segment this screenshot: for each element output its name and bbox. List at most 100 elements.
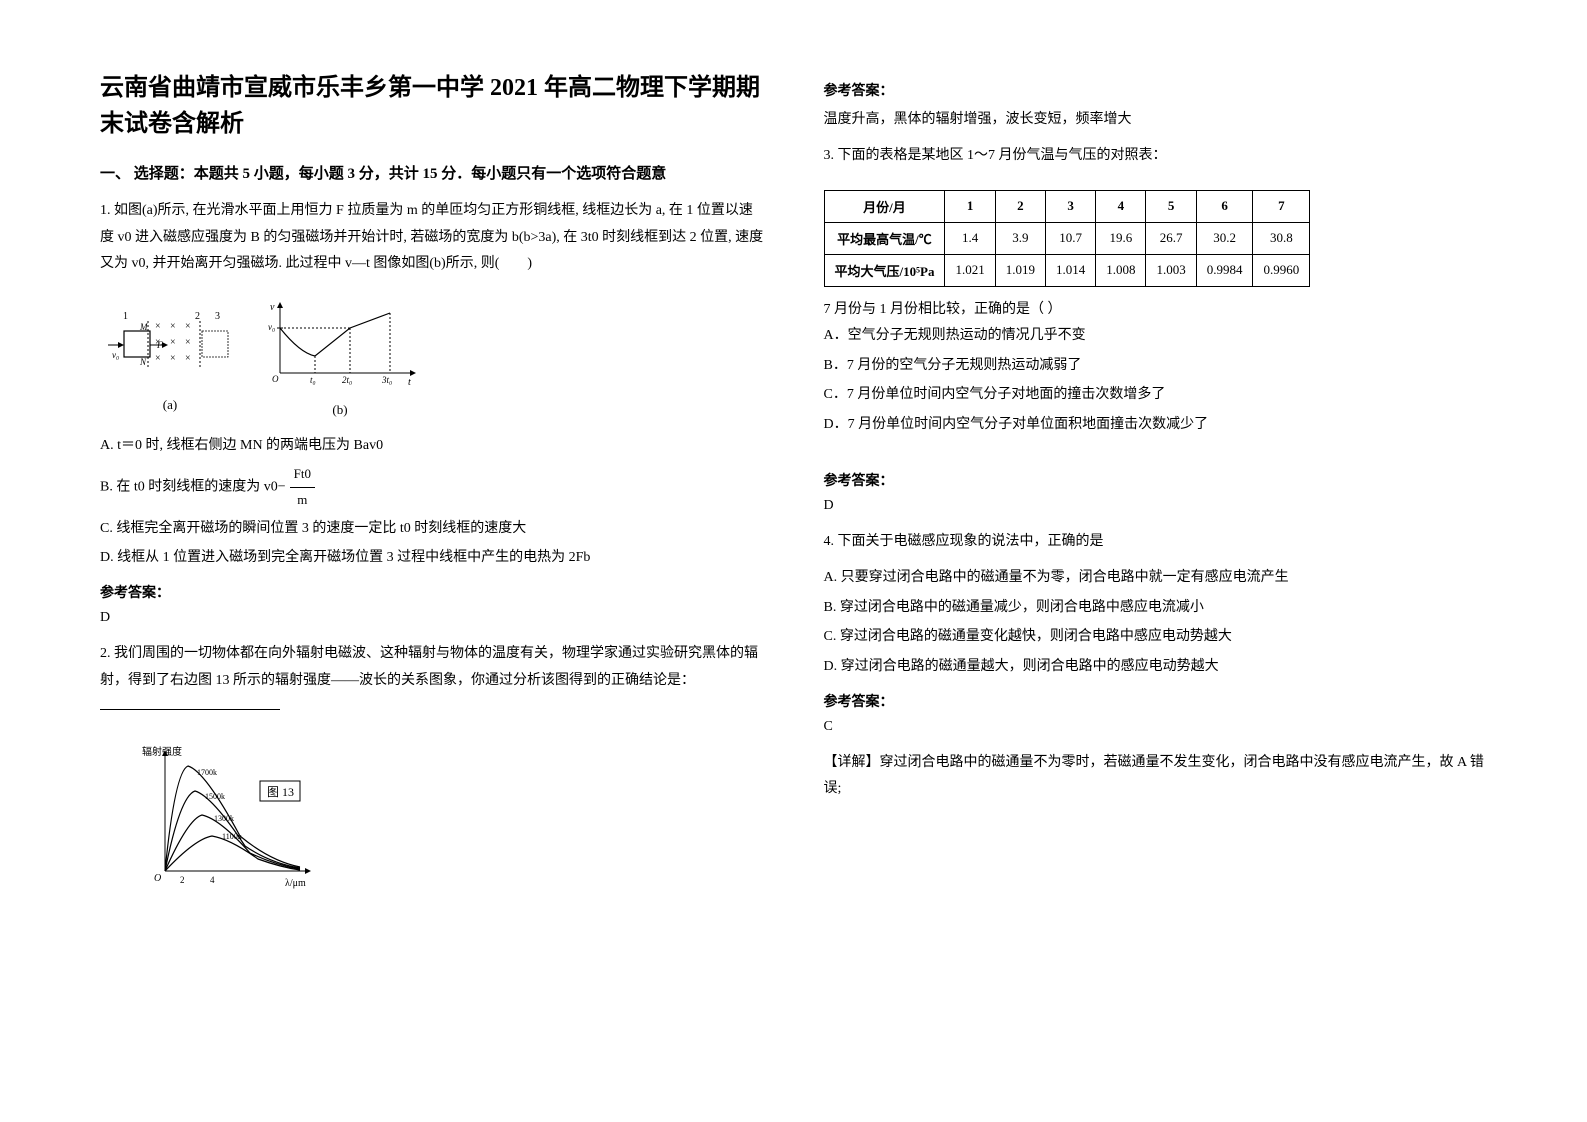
- svg-text:O: O: [154, 873, 161, 884]
- table-cell: 0.9984: [1196, 254, 1253, 286]
- svg-text:O: O: [272, 374, 279, 384]
- svg-text:M: M: [139, 322, 148, 332]
- svg-text:1300k: 1300k: [214, 814, 234, 823]
- table-header: 4: [1096, 190, 1146, 222]
- svg-text:v₀: v₀: [112, 350, 119, 360]
- table-row: 平均最高气温/℃ 1.4 3.9 10.7 19.6 26.7 30.2 30.…: [824, 222, 1310, 254]
- svg-text:t: t: [408, 377, 411, 388]
- table-cell: 26.7: [1146, 222, 1196, 254]
- q4-answer-label: 参考答案：: [824, 691, 1488, 711]
- svg-text:×: ×: [170, 321, 176, 332]
- figure-radiation-svg: 辐射强度 λ/μm O 1700k 1500k 1300k 1100k 2 4 …: [140, 741, 320, 891]
- q1-answer: D: [100, 610, 764, 626]
- q4-optA: A. 只要穿过闭合电路中的磁通量不为零，闭合电路中就一定有感应电流产生: [824, 565, 1488, 592]
- table-cell: 10.7: [1045, 222, 1095, 254]
- table-header-row: 月份/月 1 2 3 4 5 6 7: [824, 190, 1310, 222]
- table-header: 3: [1045, 190, 1095, 222]
- table-cell: 1.019: [995, 254, 1045, 286]
- svg-text:×: ×: [185, 353, 191, 364]
- svg-text:1100k: 1100k: [222, 832, 242, 841]
- figure-b-svg: v t v₀ O t₀ 2t₀ 3t₀: [260, 293, 420, 393]
- q1-optC: C. 线框完全离开磁场的瞬间位置 3 的速度一定比 t0 时刻线框的速度大: [100, 516, 764, 543]
- q3-optA: A．空气分子无规则热运动的情况几乎不变: [824, 323, 1488, 350]
- table-header: 1: [945, 190, 995, 222]
- fig-b-label: (b): [260, 402, 420, 418]
- q1-optB-formula: Ft0m: [290, 462, 315, 512]
- left-column: 云南省曲靖市宣威市乐丰乡第一中学 2021 年高二物理下学期期末试卷含解析 一、…: [100, 70, 764, 1052]
- table-header: 6: [1196, 190, 1253, 222]
- q2-answer: 温度升高，黑体的辐射增强，波长变短，频率增大: [824, 108, 1488, 128]
- table-cell: 30.2: [1196, 222, 1253, 254]
- table-row-label: 平均最高气温/℃: [824, 222, 945, 254]
- table-cell: 1.4: [945, 222, 995, 254]
- q3-table: 月份/月 1 2 3 4 5 6 7 平均最高气温/℃ 1.4 3.9 10.7…: [824, 190, 1311, 287]
- radiation-x-axis: λ/μm: [285, 878, 306, 889]
- question-3-text: 3. 下面的表格是某地区 1～7 月份气温与气压的对照表：: [824, 143, 1488, 170]
- svg-text:2: 2: [180, 875, 185, 885]
- question-2-text: 2. 我们周围的一切物体都在向外辐射电磁波、这种辐射与物体的温度有关，物理学家通…: [100, 641, 764, 721]
- q3-note: 7 月份与 1 月份相比较，正确的是（ ）: [824, 297, 1488, 324]
- svg-text:2t₀: 2t₀: [342, 375, 352, 385]
- table-header: 7: [1253, 190, 1310, 222]
- question-4-text: 4. 下面关于电磁感应现象的说法中，正确的是: [824, 529, 1488, 556]
- svg-text:×: ×: [185, 321, 191, 332]
- svg-text:3t₀: 3t₀: [381, 375, 392, 385]
- table-cell: 1.014: [1045, 254, 1095, 286]
- table-cell: 1.008: [1096, 254, 1146, 286]
- svg-text:×: ×: [170, 353, 176, 364]
- svg-text:×: ×: [155, 353, 161, 364]
- q2-text: 2. 我们周围的一切物体都在向外辐射电磁波、这种辐射与物体的温度有关，物理学家通…: [100, 646, 758, 688]
- table-row-label: 平均大气压/10⁵Pa: [824, 254, 945, 286]
- q2-blank: [100, 696, 280, 710]
- q3-optC: C．7 月份单位时间内空气分子对地面的撞击次数增多了: [824, 382, 1488, 409]
- q3-optD: D．7 月份单位时间内空气分子对单位面积地面撞击次数减少了: [824, 412, 1488, 439]
- figure-b-wrap: v t v₀ O t₀ 2t₀ 3t₀ (b): [260, 293, 420, 418]
- table-header: 月份/月: [824, 190, 945, 222]
- section-header: 一、 选择题：本题共 5 小题，每小题 3 分，共计 15 分．每小题只有一个选…: [100, 162, 764, 183]
- radiation-y-axis: 辐射强度: [142, 745, 182, 758]
- q4-optD: D. 穿过闭合电路的磁通量越大，则闭合电路中的感应电动势越大: [824, 654, 1488, 681]
- formula-den: m: [293, 488, 311, 513]
- question-1-text: 1. 如图(a)所示, 在光滑水平面上用恒力 F 拉质量为 m 的单匝均匀正方形…: [100, 198, 764, 278]
- q4-explain: 【详解】穿过闭合电路中的磁通量不为零时，若磁通量不发生变化，闭合电路中没有感应电…: [824, 750, 1488, 803]
- q4-optB: B. 穿过闭合电路中的磁通量减少，则闭合电路中感应电流减小: [824, 595, 1488, 622]
- page-title: 云南省曲靖市宣威市乐丰乡第一中学 2021 年高二物理下学期期末试卷含解析: [100, 70, 764, 142]
- q1-optB: B. 在 t0 时刻线框的速度为 v0− Ft0m: [100, 462, 764, 512]
- fig-a-label: (a): [100, 397, 240, 413]
- svg-text:v: v: [270, 302, 275, 313]
- svg-text:1500k: 1500k: [205, 792, 225, 801]
- table-cell: 30.8: [1253, 222, 1310, 254]
- q1-optD: D. 线框从 1 位置进入磁场到完全离开磁场位置 3 过程中线框中产生的电热为 …: [100, 545, 764, 572]
- table-cell: 3.9: [995, 222, 1045, 254]
- svg-text:×: ×: [170, 337, 176, 348]
- svg-text:v₀: v₀: [268, 322, 275, 332]
- table-header: 5: [1146, 190, 1196, 222]
- svg-text:1700k: 1700k: [197, 768, 217, 777]
- radiation-fig-label: 图 13: [267, 785, 294, 799]
- svg-text:×: ×: [185, 337, 191, 348]
- svg-text:N: N: [139, 357, 147, 367]
- table-cell: 1.021: [945, 254, 995, 286]
- table-header: 2: [995, 190, 1045, 222]
- table-cell: 19.6: [1096, 222, 1146, 254]
- q3-answer-label: 参考答案：: [824, 470, 1488, 490]
- q1-optA: A. t＝0 时, 线框右侧边 MN 的两端电压为 Bav0: [100, 433, 764, 460]
- q1-figures: v₀ M N F × × × × × × × × × 1 2 3: [100, 293, 764, 418]
- table-row: 平均大气压/10⁵Pa 1.021 1.019 1.014 1.008 1.00…: [824, 254, 1310, 286]
- figure-a-wrap: v₀ M N F × × × × × × × × × 1 2 3: [100, 298, 240, 413]
- figure-a-svg: v₀ M N F × × × × × × × × × 1 2 3: [100, 298, 240, 388]
- q1-optB-pre: B. 在 t0 时刻线框的速度为: [100, 480, 260, 495]
- q3-answer: D: [824, 498, 1488, 514]
- table-cell: 1.003: [1146, 254, 1196, 286]
- svg-text:1: 1: [123, 311, 128, 322]
- q1-answer-label: 参考答案：: [100, 582, 764, 602]
- table-cell: 0.9960: [1253, 254, 1310, 286]
- svg-text:3: 3: [215, 311, 220, 322]
- svg-text:2: 2: [195, 311, 200, 322]
- svg-text:×: ×: [155, 337, 161, 348]
- q3-optB: B．7 月份的空气分子无规则热运动减弱了: [824, 353, 1488, 380]
- right-column: 参考答案： 温度升高，黑体的辐射增强，波长变短，频率增大 3. 下面的表格是某地…: [824, 70, 1488, 1052]
- q1-optB-formula-left: v0−: [264, 480, 286, 495]
- svg-text:t₀: t₀: [310, 375, 316, 385]
- formula-num: Ft0: [290, 462, 315, 488]
